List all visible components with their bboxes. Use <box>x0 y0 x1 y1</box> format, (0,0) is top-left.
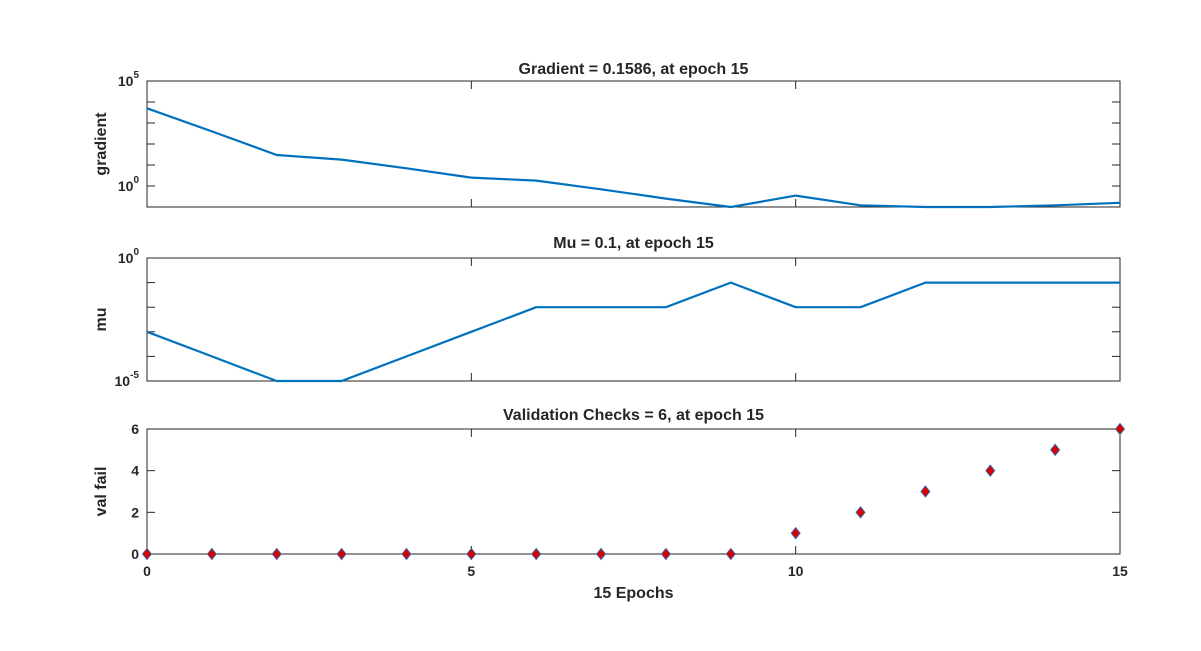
data-point <box>466 547 477 561</box>
panel-title: Gradient = 0.1586, at epoch 15 <box>519 61 749 78</box>
y-tick-label: 4 <box>131 463 139 479</box>
y-tick-label: 6 <box>131 421 139 437</box>
data-point <box>141 547 153 561</box>
panel-1: 10-5 100 Mu = 0.1, at epoch 15 mu <box>93 235 1121 389</box>
data-point <box>531 547 542 561</box>
data-point <box>401 547 412 561</box>
y-axis-label: val fail <box>93 467 110 517</box>
data-point <box>725 547 736 561</box>
panel-2: 0 2 4 6 Validation Checks = 6, at epoch 15 va… <box>93 407 1128 602</box>
data-point <box>271 547 282 561</box>
data-point <box>920 485 931 498</box>
y-tick-label: 105 <box>118 70 140 89</box>
data-point <box>206 547 217 561</box>
panel-0: 100 105 Gradient = 0.1586, at epoch 15 grad… <box>93 61 1121 209</box>
x-tick-label: 5 <box>467 563 475 579</box>
panel-title: Mu = 0.1, at epoch 15 <box>553 235 714 252</box>
axes-box <box>146 257 1121 382</box>
y-tick-label: 100 <box>118 175 140 194</box>
data-point <box>596 547 607 561</box>
y-tick-label: 0 <box>131 546 139 562</box>
data-point <box>660 547 671 561</box>
y-axis-label: gradient <box>93 112 110 176</box>
data-point <box>855 506 866 519</box>
y-tick-label: 100 <box>118 247 140 266</box>
data-point <box>790 526 801 540</box>
x-tick-label: 0 <box>143 563 151 579</box>
data-point <box>985 464 996 477</box>
y-axis-label: mu <box>93 308 110 332</box>
data-point <box>336 547 347 561</box>
x-axis-label: 15 Epochs <box>593 585 673 602</box>
series-line <box>146 281 1120 383</box>
data-point <box>1050 443 1061 457</box>
x-tick-label: 10 <box>788 563 804 579</box>
y-tick-label: 10-5 <box>115 370 140 389</box>
axes-box <box>146 428 1121 555</box>
y-tick-label: 2 <box>131 504 139 520</box>
series-line <box>146 107 1121 209</box>
axes-box <box>146 80 1121 208</box>
data-point <box>1114 422 1126 436</box>
panel-title: Validation Checks = 6, at epoch 15 <box>503 407 764 424</box>
x-tick-label: 15 <box>1112 563 1128 579</box>
